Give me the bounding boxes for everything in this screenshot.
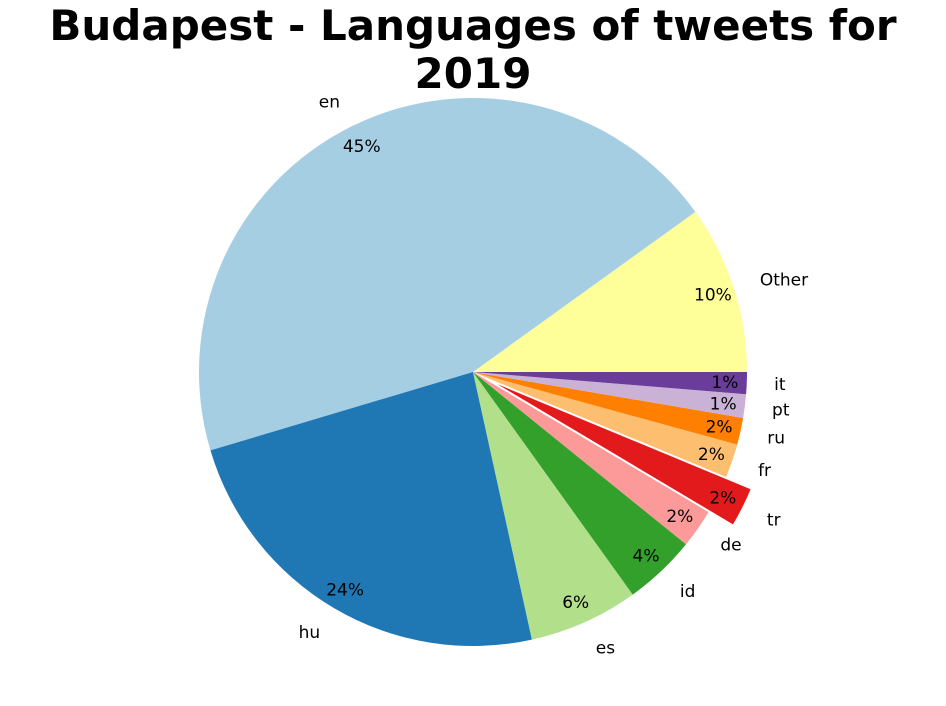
pie-label-es: es	[596, 638, 615, 658]
pie-pct-it: 1%	[711, 373, 738, 393]
pie-pct-other: 10%	[694, 286, 732, 306]
pie-label-fr: fr	[758, 461, 771, 481]
pie-pct-ru: 2%	[706, 418, 733, 438]
pie-slice-other	[473, 211, 747, 372]
pie-label-de: de	[720, 535, 741, 555]
pie-label-ru: ru	[767, 428, 785, 448]
pie-pct-hu: 24%	[326, 580, 364, 600]
pie-label-it: it	[774, 375, 786, 395]
pie-slice-es	[473, 372, 633, 640]
pie-label-en: en	[319, 93, 340, 113]
pie-labels: 10% Other 45% en 24% hu 6% es 4% id 2% de 2% tr 2% fr 2%…	[299, 93, 809, 659]
pie-pct-tr: 2%	[709, 488, 736, 508]
pie-label-id: id	[680, 582, 696, 602]
pie-slice-fr	[473, 372, 738, 477]
pie-pct-es: 6%	[562, 593, 589, 613]
pie-label-hu: hu	[299, 623, 321, 643]
pie-slice-hu	[210, 372, 532, 646]
pie-label-other: Other	[760, 270, 808, 290]
pie-slice-tr	[497, 384, 751, 525]
pie-label-tr: tr	[767, 510, 781, 530]
chart-title: Budapest - Languages of tweets for 2019	[49, 1, 897, 98]
pie-pct-de: 2%	[666, 507, 693, 527]
pie-label-pt: pt	[772, 401, 790, 421]
pie-slice-de	[473, 372, 709, 545]
pie-slice-id	[473, 372, 687, 595]
pie-pct-fr: 2%	[698, 445, 725, 465]
pie-slices	[198, 98, 751, 646]
pie-slice-en	[198, 98, 696, 451]
pie-pct-pt: 1%	[710, 394, 737, 414]
pie-pct-en: 45%	[343, 137, 381, 157]
pie-pct-id: 4%	[633, 546, 660, 566]
pie-slice-pt	[473, 372, 747, 418]
pie-slice-it	[473, 372, 747, 395]
pie-slice-ru	[473, 372, 744, 445]
